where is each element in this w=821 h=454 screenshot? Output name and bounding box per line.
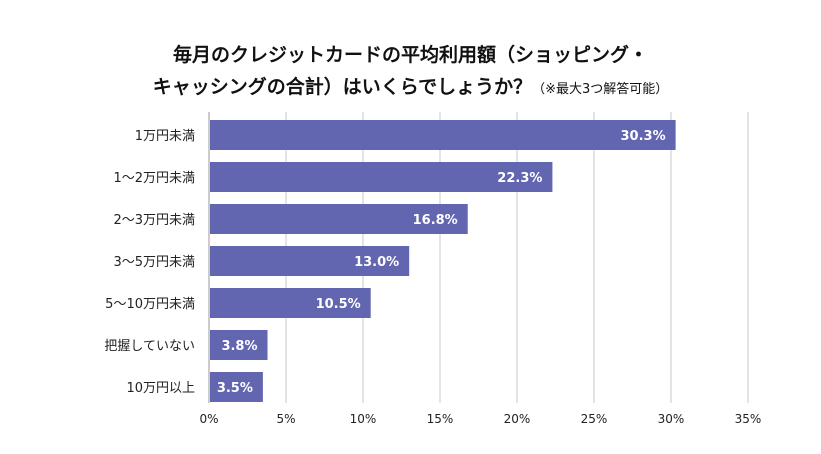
bar <box>210 288 371 318</box>
x-tick-label: 25% <box>581 412 608 426</box>
x-tick-label: 10% <box>350 412 377 426</box>
chart-title-line2: キャッシングの合計）はいくらでしょうか？（※最大3つ解答可能） <box>0 72 821 99</box>
bar <box>210 330 268 360</box>
x-tick-label: 35% <box>735 412 762 426</box>
bar <box>210 246 410 276</box>
value-label: 16.8% <box>413 213 458 228</box>
category-label: 5～10万円未満 <box>105 297 195 312</box>
bar <box>210 120 676 150</box>
chart-title-line1: 毎月のクレジットカードの平均利用額（ショッピング・ <box>172 44 648 66</box>
category-label: 3～5万円未満 <box>113 255 195 270</box>
bar <box>210 162 553 192</box>
x-tick-label: 0% <box>199 412 218 426</box>
bar <box>210 204 468 234</box>
category-label: 1万円未満 <box>135 129 195 144</box>
x-tick-label: 15% <box>427 412 454 426</box>
x-tick-label: 5% <box>276 412 295 426</box>
x-tick-label: 20% <box>504 412 531 426</box>
category-label: 2～3万円未満 <box>113 213 195 228</box>
category-label: 把握していない <box>104 339 195 354</box>
value-label: 30.3% <box>621 129 666 144</box>
value-label: 13.0% <box>354 255 399 270</box>
value-label: 3.8% <box>221 339 257 354</box>
value-label: 22.3% <box>497 171 542 186</box>
bar <box>210 372 263 402</box>
value-label: 10.5% <box>316 297 361 312</box>
value-label: 3.5% <box>217 381 253 396</box>
category-label: 1～2万円未満 <box>113 171 195 186</box>
chart-title-text: キャッシングの合計）はいくらでしょうか？ <box>152 76 533 98</box>
x-tick-label: 30% <box>658 412 685 426</box>
category-label: 10万円以上 <box>126 381 195 396</box>
chart-title-note: （※最大3つ解答可能） <box>532 82 669 97</box>
